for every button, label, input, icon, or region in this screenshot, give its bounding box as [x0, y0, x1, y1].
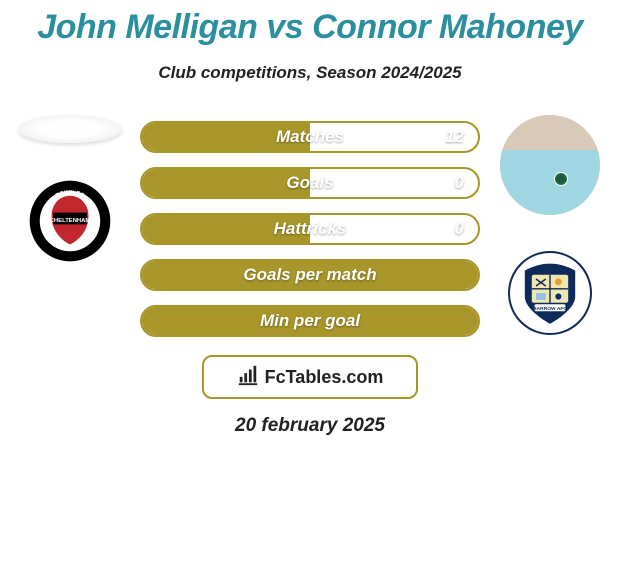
player2-name: Connor Mahoney [312, 8, 583, 46]
stat-bar: Goals per match [140, 259, 480, 291]
player2-club-crest: BARROW AFC [508, 251, 592, 335]
player1-name: John Melligan [37, 8, 257, 46]
branding-badge: FcTables.com [202, 355, 418, 399]
stat-bar: Hattricks 0 [140, 213, 480, 245]
subtitle: Club competitions, Season 2024/2025 [0, 63, 620, 83]
svg-text:BARROW AFC: BARROW AFC [533, 306, 567, 312]
jersey-icon [500, 115, 600, 215]
stat-bar-label: Goals per match [243, 265, 376, 285]
stat-bar: Goals 0 [140, 167, 480, 199]
stat-bars: Matches 12 Goals 0 Hattricks 0 Goals per match… [140, 121, 480, 337]
stat-bar-label: Hattricks [274, 219, 347, 239]
vs-label: vs [266, 8, 303, 46]
barrow-crest-icon: BARROW AFC [515, 258, 585, 328]
stat-bar-label: Matches [276, 127, 344, 147]
left-column: CHELTENHAM TOWN FC [10, 115, 130, 263]
stat-bar-value: 0 [455, 219, 464, 239]
stat-bar-label: Goals [286, 173, 333, 193]
date-label: 20 february 2025 [0, 415, 620, 437]
page-title: John Melligan vs Connor Mahoney [0, 0, 620, 47]
player1-club-crest: CHELTENHAM TOWN FC [28, 179, 112, 263]
player2-avatar [500, 115, 600, 215]
stat-bar-fill [142, 169, 310, 197]
content-area: CHELTENHAM TOWN FC [0, 121, 620, 337]
stat-bar-label: Min per goal [260, 311, 360, 331]
bar-chart-icon [237, 364, 259, 391]
stat-bar-value: 12 [445, 127, 464, 147]
branding-text: FcTables.com [265, 367, 384, 388]
stat-bar: Min per goal [140, 305, 480, 337]
cheltenham-crest-icon: CHELTENHAM TOWN FC [28, 179, 112, 263]
right-column: BARROW AFC [490, 115, 610, 335]
svg-text:CHELTENHAM: CHELTENHAM [50, 218, 91, 224]
stat-bar: Matches 12 [140, 121, 480, 153]
stat-bar-value: 0 [455, 173, 464, 193]
player1-avatar-placeholder [18, 115, 122, 143]
